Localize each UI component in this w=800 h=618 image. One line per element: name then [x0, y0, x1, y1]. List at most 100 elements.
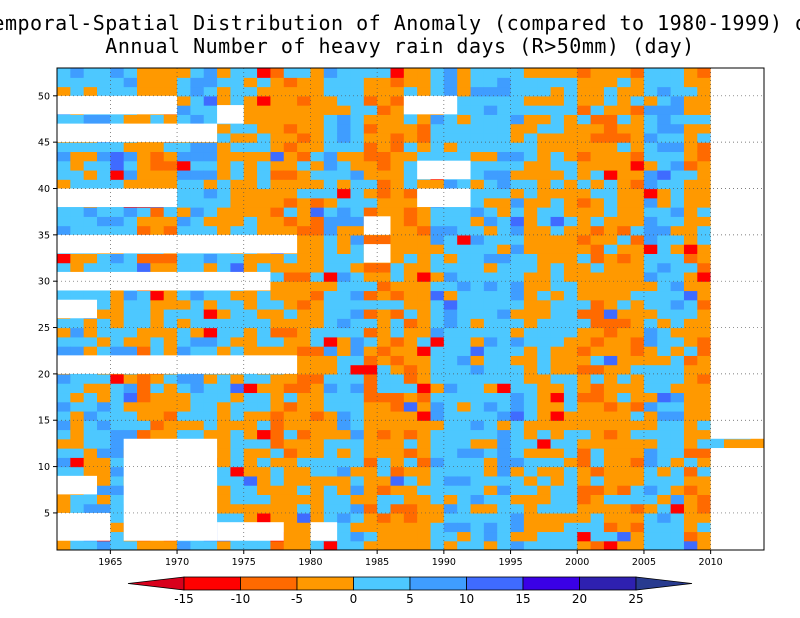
field-cell [483, 142, 498, 153]
field-cell [403, 457, 418, 468]
field-cell [550, 457, 565, 468]
field-cell [537, 207, 552, 217]
field-cell [643, 392, 658, 403]
field-cell [523, 309, 538, 319]
field-cell [603, 512, 618, 523]
field-cell [563, 234, 578, 245]
field-cell [390, 531, 405, 542]
field-cell [643, 299, 658, 310]
field-cell [217, 420, 232, 431]
field-cell [163, 151, 178, 162]
field-cell [163, 318, 178, 329]
field-cell [483, 132, 498, 143]
field-cell [310, 216, 325, 227]
field-cell [310, 392, 325, 403]
field-cell [417, 410, 432, 421]
field-cell [363, 77, 378, 88]
field-cell [163, 336, 178, 347]
field-cell [230, 160, 245, 171]
field-cell [470, 512, 485, 523]
field-cell [283, 151, 298, 162]
field-cell [390, 346, 405, 356]
field-cell [510, 234, 525, 245]
field-cell [97, 327, 111, 338]
field-cell [337, 494, 352, 505]
field-cell [443, 531, 458, 542]
field-cell [470, 262, 485, 273]
field-cell [550, 448, 565, 458]
field-cell [297, 95, 312, 106]
field-cell [457, 142, 472, 153]
field-cell [257, 105, 272, 115]
field-cell [270, 309, 285, 319]
field-cell [377, 531, 392, 542]
field-cell [270, 429, 285, 440]
field-cell [630, 457, 645, 468]
field-cell [670, 531, 685, 542]
field-cell [123, 225, 138, 236]
field-cell [310, 475, 325, 486]
field-cell [150, 392, 165, 403]
field-cell [590, 503, 605, 514]
field-cell [310, 448, 325, 458]
field-cell [523, 244, 538, 254]
field-cell [270, 179, 285, 190]
field-cell [523, 253, 538, 264]
field-cell [417, 401, 432, 412]
field-cell [643, 410, 658, 421]
field-cell [577, 86, 592, 97]
field-cell [137, 77, 151, 88]
field-cell [337, 466, 352, 477]
field-cell [377, 290, 392, 301]
field-cell [457, 68, 472, 78]
field-cell [150, 373, 165, 384]
field-cell [243, 216, 258, 227]
field-cell [443, 466, 458, 477]
field-cell [630, 429, 645, 440]
field-cell [363, 299, 378, 310]
field-cell [617, 392, 632, 403]
field-cell [163, 401, 178, 412]
colorbar-segment [409, 576, 467, 591]
field-cell [670, 179, 685, 190]
field-cell [283, 114, 298, 125]
field-cell [137, 336, 151, 347]
field-cell [57, 457, 71, 468]
field-cell [563, 383, 578, 394]
field-cell [523, 457, 538, 468]
field-cell [310, 410, 325, 421]
field-cell [630, 475, 645, 486]
field-cell [683, 95, 698, 106]
field-cell [350, 207, 365, 217]
field-cell [283, 253, 298, 264]
field-cell [137, 540, 151, 550]
field-cell [563, 244, 578, 254]
field-cell [697, 512, 712, 523]
field-cell [497, 151, 512, 162]
field-cell [497, 401, 512, 412]
field-cell [630, 373, 645, 384]
field-cell [257, 448, 272, 458]
field-cell [670, 290, 685, 301]
field-cell [697, 179, 712, 190]
field-cell [337, 383, 352, 394]
field-cell [590, 207, 605, 217]
field-cell [57, 540, 71, 550]
field-cell [283, 438, 298, 449]
field-cell [497, 392, 512, 403]
field-cell [337, 281, 352, 292]
field-cell [430, 522, 445, 533]
field-cell [590, 132, 605, 143]
field-cell [577, 299, 592, 310]
field-cell [643, 216, 658, 227]
field-cell [670, 336, 685, 347]
field-cell [443, 420, 458, 431]
field-cell [57, 262, 71, 273]
field-cell [630, 114, 645, 125]
field-cell [523, 271, 538, 282]
field-cell [83, 420, 98, 431]
field-cell [630, 309, 645, 319]
field-cell [443, 244, 458, 254]
field-cell [537, 299, 552, 310]
field-cell [510, 188, 525, 199]
